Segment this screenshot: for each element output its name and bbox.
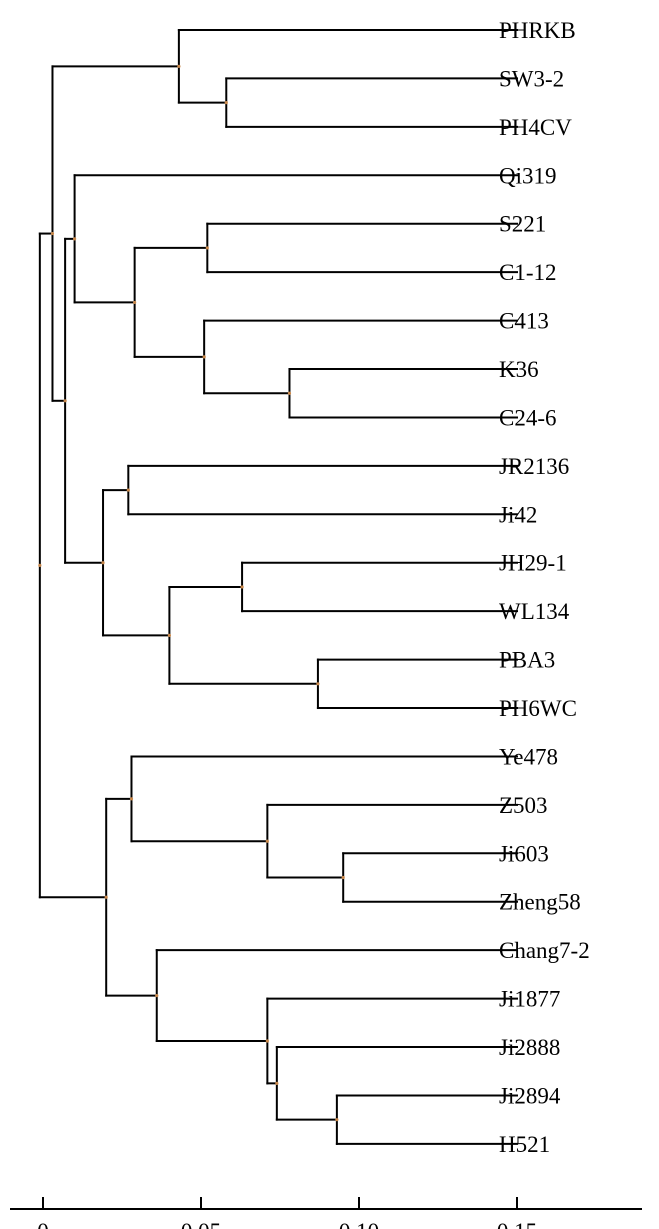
leaf-label-c24-6: C24-6: [499, 405, 557, 430]
node-marker-12: [63, 399, 67, 403]
leaf-label-c1-12: C1-12: [499, 260, 557, 285]
leaf-label-h521: H521: [499, 1132, 550, 1157]
leaf-label-s221: S221: [499, 212, 546, 237]
x-tick-label-0-15: 0.15: [497, 1219, 537, 1229]
node-marker-2: [205, 246, 209, 250]
leaf-label-ji42: Ji42: [499, 502, 537, 527]
leaf-label-jh29-1: JH29-1: [499, 551, 567, 576]
node-marker-22: [38, 563, 42, 567]
leaf-label-qi319: Qi319: [499, 163, 557, 188]
node-marker-20: [155, 993, 159, 998]
leaf-label-ph4cv: PH4CV: [499, 115, 572, 140]
leaf-label-ye478: Ye478: [499, 744, 558, 769]
leaf-label-phrkb: PHRKB: [499, 18, 576, 43]
node-marker-0: [224, 101, 228, 105]
leaf-label-jr2136: JR2136: [499, 454, 569, 479]
node-marker-9: [316, 682, 320, 686]
leaf-label-chang7-2: Chang7-2: [499, 938, 590, 963]
leaf-label-k36: K36: [499, 357, 539, 382]
node-marker-8: [240, 585, 244, 589]
leaf-label-c413: C413: [499, 309, 549, 334]
node-marker-4: [202, 355, 206, 359]
x-axis: 0 0.05 0.10 0.15: [10, 1197, 642, 1229]
dendrogram-nodes: [38, 64, 345, 1122]
leaf-label-pba3: PBA3: [499, 648, 555, 673]
dendrogram-branches: [38, 29, 518, 1145]
leaf-label-zheng58: Zheng58: [499, 890, 581, 915]
node-marker-3: [287, 391, 292, 395]
node-marker-13: [50, 231, 55, 236]
node-marker-17: [335, 1118, 339, 1122]
node-marker-19: [265, 1039, 269, 1043]
leaf-labels: PHRKB SW3-2 PH4CV Qi319 S221 C1-12 C413 K36 C24-…: [499, 18, 590, 1157]
leaf-label-ji2894: Ji2894: [499, 1083, 561, 1108]
leaf-label-ji1877: Ji1877: [499, 987, 560, 1012]
node-marker-16: [129, 797, 134, 801]
leaf-label-ji603: Ji603: [499, 841, 549, 866]
leaf-label-ph6wc: PH6WC: [499, 696, 577, 721]
leaf-label-wl134: WL134: [499, 599, 570, 624]
leaf-label-z503: Z503: [499, 793, 548, 818]
node-marker-11: [101, 561, 105, 565]
x-tick-label-0: 0: [37, 1219, 49, 1229]
x-tick-label-0-05: 0.05: [181, 1219, 221, 1229]
node-marker-6: [73, 237, 77, 241]
node-marker-5: [133, 300, 137, 305]
x-tick-label-0-10: 0.10: [339, 1219, 379, 1229]
node-marker-15: [265, 839, 269, 843]
node-marker-21: [104, 895, 108, 899]
node-marker-14: [341, 875, 345, 880]
leaf-label-ji2888: Ji2888: [499, 1035, 560, 1060]
leaf-label-sw3-2: SW3-2: [499, 66, 564, 91]
node-marker-1: [177, 64, 181, 68]
node-marker-10: [167, 633, 171, 637]
node-marker-7: [126, 488, 130, 492]
node-marker-18: [275, 1081, 279, 1085]
